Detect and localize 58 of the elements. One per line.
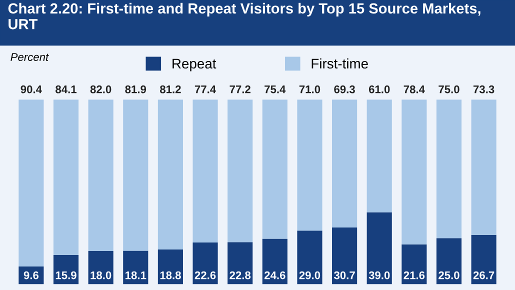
data-label: 15.9 (56, 271, 76, 280)
bar (402, 244, 427, 284)
bar (332, 100, 358, 228)
bar (53, 100, 79, 255)
bar (471, 100, 496, 235)
bar (366, 212, 392, 284)
data-label: 21.6 (404, 271, 425, 280)
bar (192, 242, 218, 284)
bar (402, 100, 427, 244)
data-label: 82.0 (90, 85, 112, 94)
bar (192, 100, 218, 242)
bar (88, 250, 114, 284)
data-label: 30.7 (334, 271, 355, 280)
chart-title: Chart 2.20: First-time and Repeat Visitors by Top 15 Source Markets, URT (8, 2, 480, 30)
data-label: 77.4 (194, 86, 216, 94)
data-label: 73.3 (473, 85, 494, 94)
data-label: 69.3 (334, 85, 355, 94)
bar (262, 100, 288, 239)
bar (332, 228, 358, 284)
data-label: 75.0 (438, 85, 460, 94)
legend-label: Repeat (172, 58, 216, 72)
data-label: 75.4 (264, 86, 286, 94)
bar (297, 100, 322, 231)
data-label: 61.0 (368, 85, 390, 94)
data-label: 18.1 (126, 271, 146, 280)
data-label: 29.0 (299, 271, 320, 280)
bar (18, 100, 44, 266)
bar (436, 238, 462, 284)
bar (158, 250, 183, 284)
data-label: 24.6 (264, 271, 286, 280)
bar (471, 234, 496, 284)
data-label: 22.8 (230, 271, 251, 280)
legend-label: First-time (312, 58, 368, 69)
data-label: 84.1 (56, 85, 77, 94)
data-label: 25.0 (438, 271, 460, 280)
bar (436, 100, 462, 238)
data-label: 78.4 (404, 85, 425, 94)
data-label: 81.2 (160, 85, 181, 94)
data-label: 71.0 (299, 85, 320, 94)
bar (228, 100, 253, 242)
bar (123, 250, 148, 284)
data-label: 22.6 (194, 271, 216, 280)
data-label: 18.0 (90, 271, 112, 280)
data-label: 39.0 (368, 271, 390, 280)
data-label: 90.4 (20, 85, 42, 94)
data-label: 26.7 (473, 271, 494, 280)
bar (123, 100, 148, 251)
bar (228, 242, 253, 284)
data-label: 81.9 (125, 85, 146, 94)
data-label: 9.6 (24, 271, 39, 280)
y-axis-title: Percent (10, 53, 49, 61)
bar (262, 238, 288, 284)
data-label: 18.8 (160, 271, 181, 280)
bar (366, 100, 392, 212)
bar (158, 100, 183, 250)
bar (88, 100, 114, 251)
data-label: 77.2 (230, 85, 250, 94)
bar (297, 230, 322, 284)
